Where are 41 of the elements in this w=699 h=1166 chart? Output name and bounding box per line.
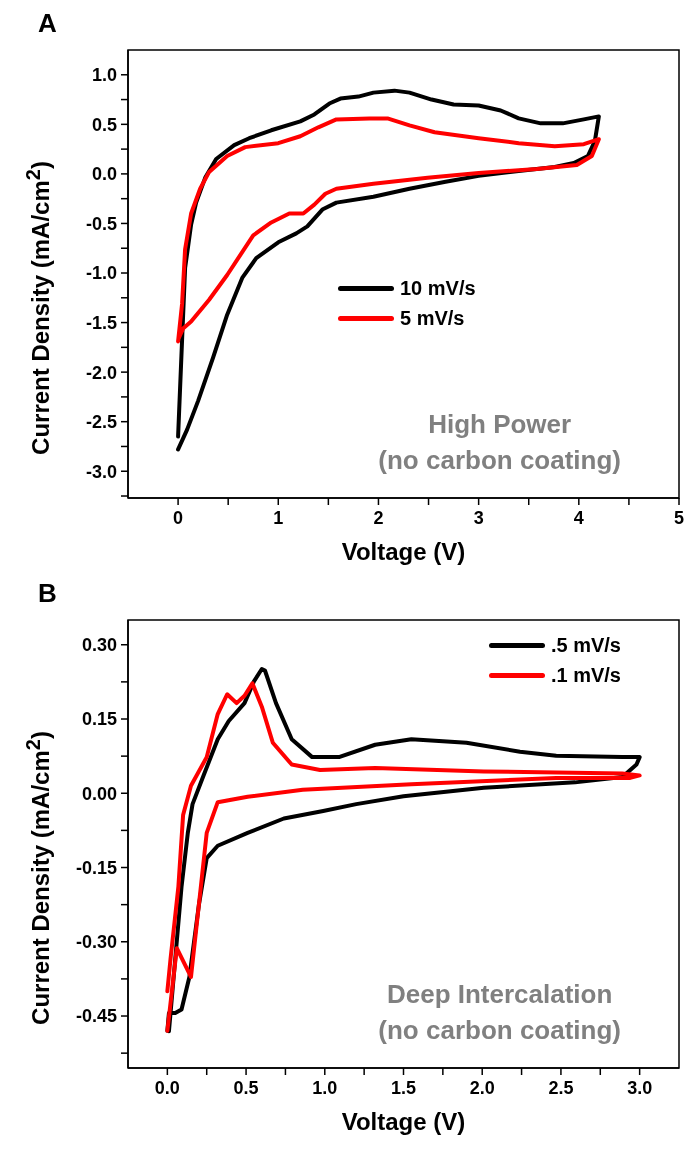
y-tick-label: 0.0 [91, 164, 117, 185]
y-tick-label: -3.0 [85, 461, 117, 482]
chart-title: B [38, 578, 57, 609]
x-tick-label: 4 [573, 507, 584, 528]
x-tick-label: 1.0 [312, 1077, 338, 1098]
y-tick-label: -1.5 [85, 312, 117, 333]
annotation: (no carbon coating) [378, 1014, 621, 1047]
annotation: High Power [427, 408, 573, 441]
legend-label: .1 mV/s [550, 663, 621, 687]
annotation: Deep Intercalation [385, 978, 614, 1011]
y-tick-label: 0.00 [81, 783, 117, 804]
y-tick-label: 0.5 [91, 114, 117, 135]
x-tick-label: 2.5 [548, 1077, 574, 1098]
y-tick-label: -1.0 [85, 263, 117, 284]
x-tick-label: 0 [173, 507, 184, 528]
y-tick-label: 0.15 [81, 709, 117, 730]
x-axis-title: Voltage (V) [341, 538, 466, 565]
x-tick-label: 0.0 [154, 1077, 180, 1098]
y-tick-label: -2.0 [85, 362, 117, 383]
y-tick-label: -0.5 [85, 213, 117, 234]
y-tick-label: 1.0 [91, 65, 117, 86]
y-tick-label: 0.30 [81, 635, 117, 656]
x-tick-label: 1.5 [390, 1077, 417, 1098]
x-tick-label: 2.0 [469, 1077, 495, 1098]
y-tick-label: -0.45 [75, 1006, 117, 1027]
x-tick-label: 3 [473, 507, 484, 528]
x-tick-label: 2 [373, 507, 384, 528]
y-tick-label: -0.30 [75, 932, 117, 953]
legend-label: 5 mV/s [400, 306, 465, 330]
y-tick-label: -0.15 [75, 857, 117, 878]
x-tick-label: 1 [273, 507, 284, 528]
line-series [176, 116, 601, 344]
x-tick-label: 3.0 [627, 1077, 653, 1098]
chart-title: A [38, 8, 57, 39]
x-tick-label: 0.5 [233, 1077, 259, 1098]
x-axis-title: Voltage (V) [341, 1108, 466, 1135]
legend-label: .5 mV/s [550, 633, 621, 657]
legend-label: 10 mV/s [400, 276, 476, 300]
annotation: (no carbon coating) [378, 444, 621, 477]
y-tick-label: -2.5 [85, 412, 117, 433]
x-tick-label: 5 [673, 507, 685, 528]
